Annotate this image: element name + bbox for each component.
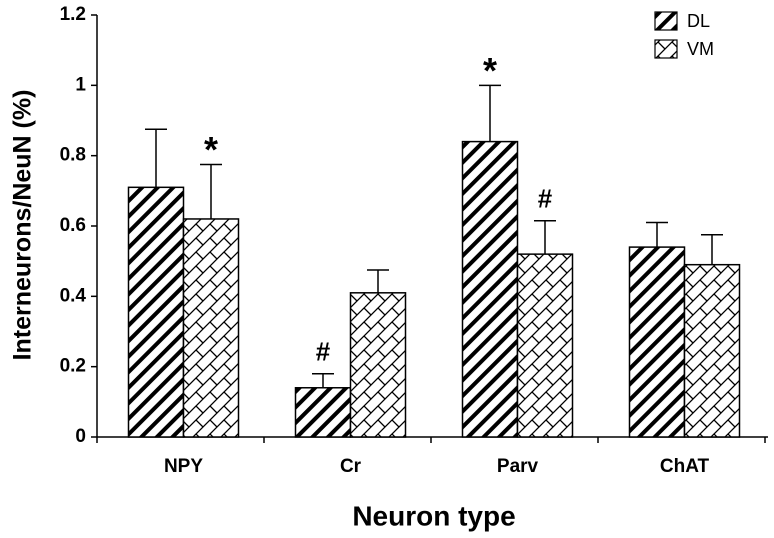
significance-marker: * bbox=[483, 50, 497, 91]
bar bbox=[683, 263, 741, 438]
y-tick-label: 0.8 bbox=[60, 145, 86, 166]
legend-swatch bbox=[654, 39, 678, 59]
y-tick-label: 0 bbox=[75, 426, 86, 447]
legend-label: DL bbox=[687, 11, 710, 31]
x-tick-label: Cr bbox=[340, 456, 362, 477]
significance-marker: # bbox=[538, 184, 553, 214]
significance-marker: # bbox=[316, 337, 331, 367]
y-tick-label: 1 bbox=[75, 74, 86, 95]
x-axis-title: Neuron type bbox=[352, 500, 515, 531]
y-tick-label: 0.6 bbox=[60, 215, 86, 236]
bar bbox=[182, 218, 240, 438]
bar bbox=[461, 140, 519, 438]
significance-marker: * bbox=[204, 129, 218, 170]
bar bbox=[294, 387, 352, 438]
bar bbox=[628, 246, 686, 438]
y-tick-label: 1.2 bbox=[60, 4, 86, 25]
x-tick-label: NPY bbox=[164, 456, 203, 477]
legend-swatch bbox=[654, 11, 678, 31]
x-tick-label: Parv bbox=[497, 456, 539, 477]
x-tick-label: ChAT bbox=[660, 456, 710, 477]
y-tick-label: 0.4 bbox=[60, 285, 87, 306]
y-axis-title: Interneurons/NeuN (%) bbox=[9, 90, 37, 361]
legend-label: VM bbox=[687, 39, 714, 59]
bar bbox=[349, 292, 407, 438]
bar bbox=[516, 253, 574, 438]
y-tick-label: 0.2 bbox=[60, 356, 86, 377]
bar bbox=[127, 186, 185, 438]
